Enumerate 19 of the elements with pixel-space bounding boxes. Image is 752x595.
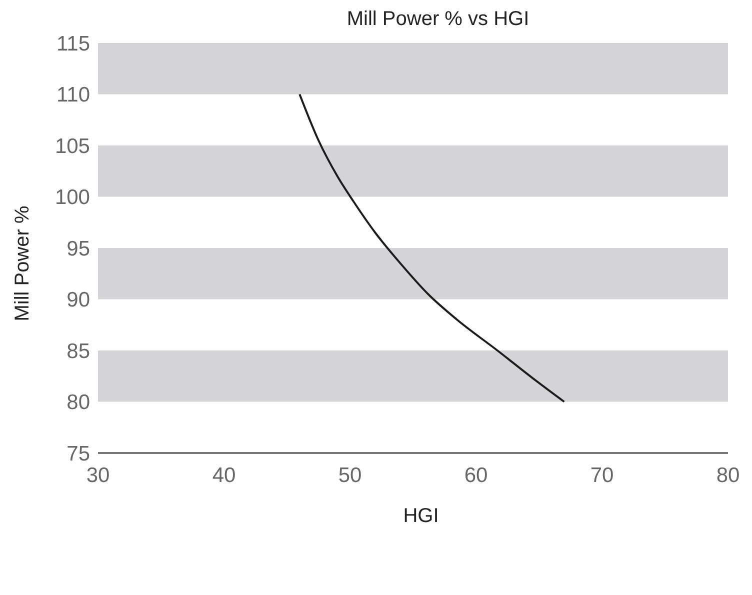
x-tick-label: 70 (590, 464, 614, 487)
x-tick-label: 40 (212, 464, 236, 487)
y-tick-label: 100 (54, 186, 90, 210)
y-tick-label: 105 (54, 134, 90, 158)
x-tick-label: 30 (86, 464, 110, 487)
x-tick-label: 80 (716, 464, 740, 487)
y-tick-label: 115 (56, 32, 90, 56)
x-axis-title: HGI (402, 505, 440, 528)
y-tick-label: 85 (66, 340, 90, 363)
x-tick-label: 60 (464, 464, 488, 487)
y-tick-label: 95 (66, 237, 90, 260)
y-tick-label: 80 (66, 391, 90, 414)
chart-title: Mill Power % vs HGI (346, 8, 530, 31)
x-tick-label: 50 (338, 464, 362, 487)
y-tick-label: 90 (66, 288, 90, 312)
y-axis-title: Mill Power % (12, 205, 34, 321)
y-tick-label: 110 (56, 84, 90, 107)
line-series (298, 93, 566, 403)
y-tick-label: 75 (66, 442, 90, 466)
